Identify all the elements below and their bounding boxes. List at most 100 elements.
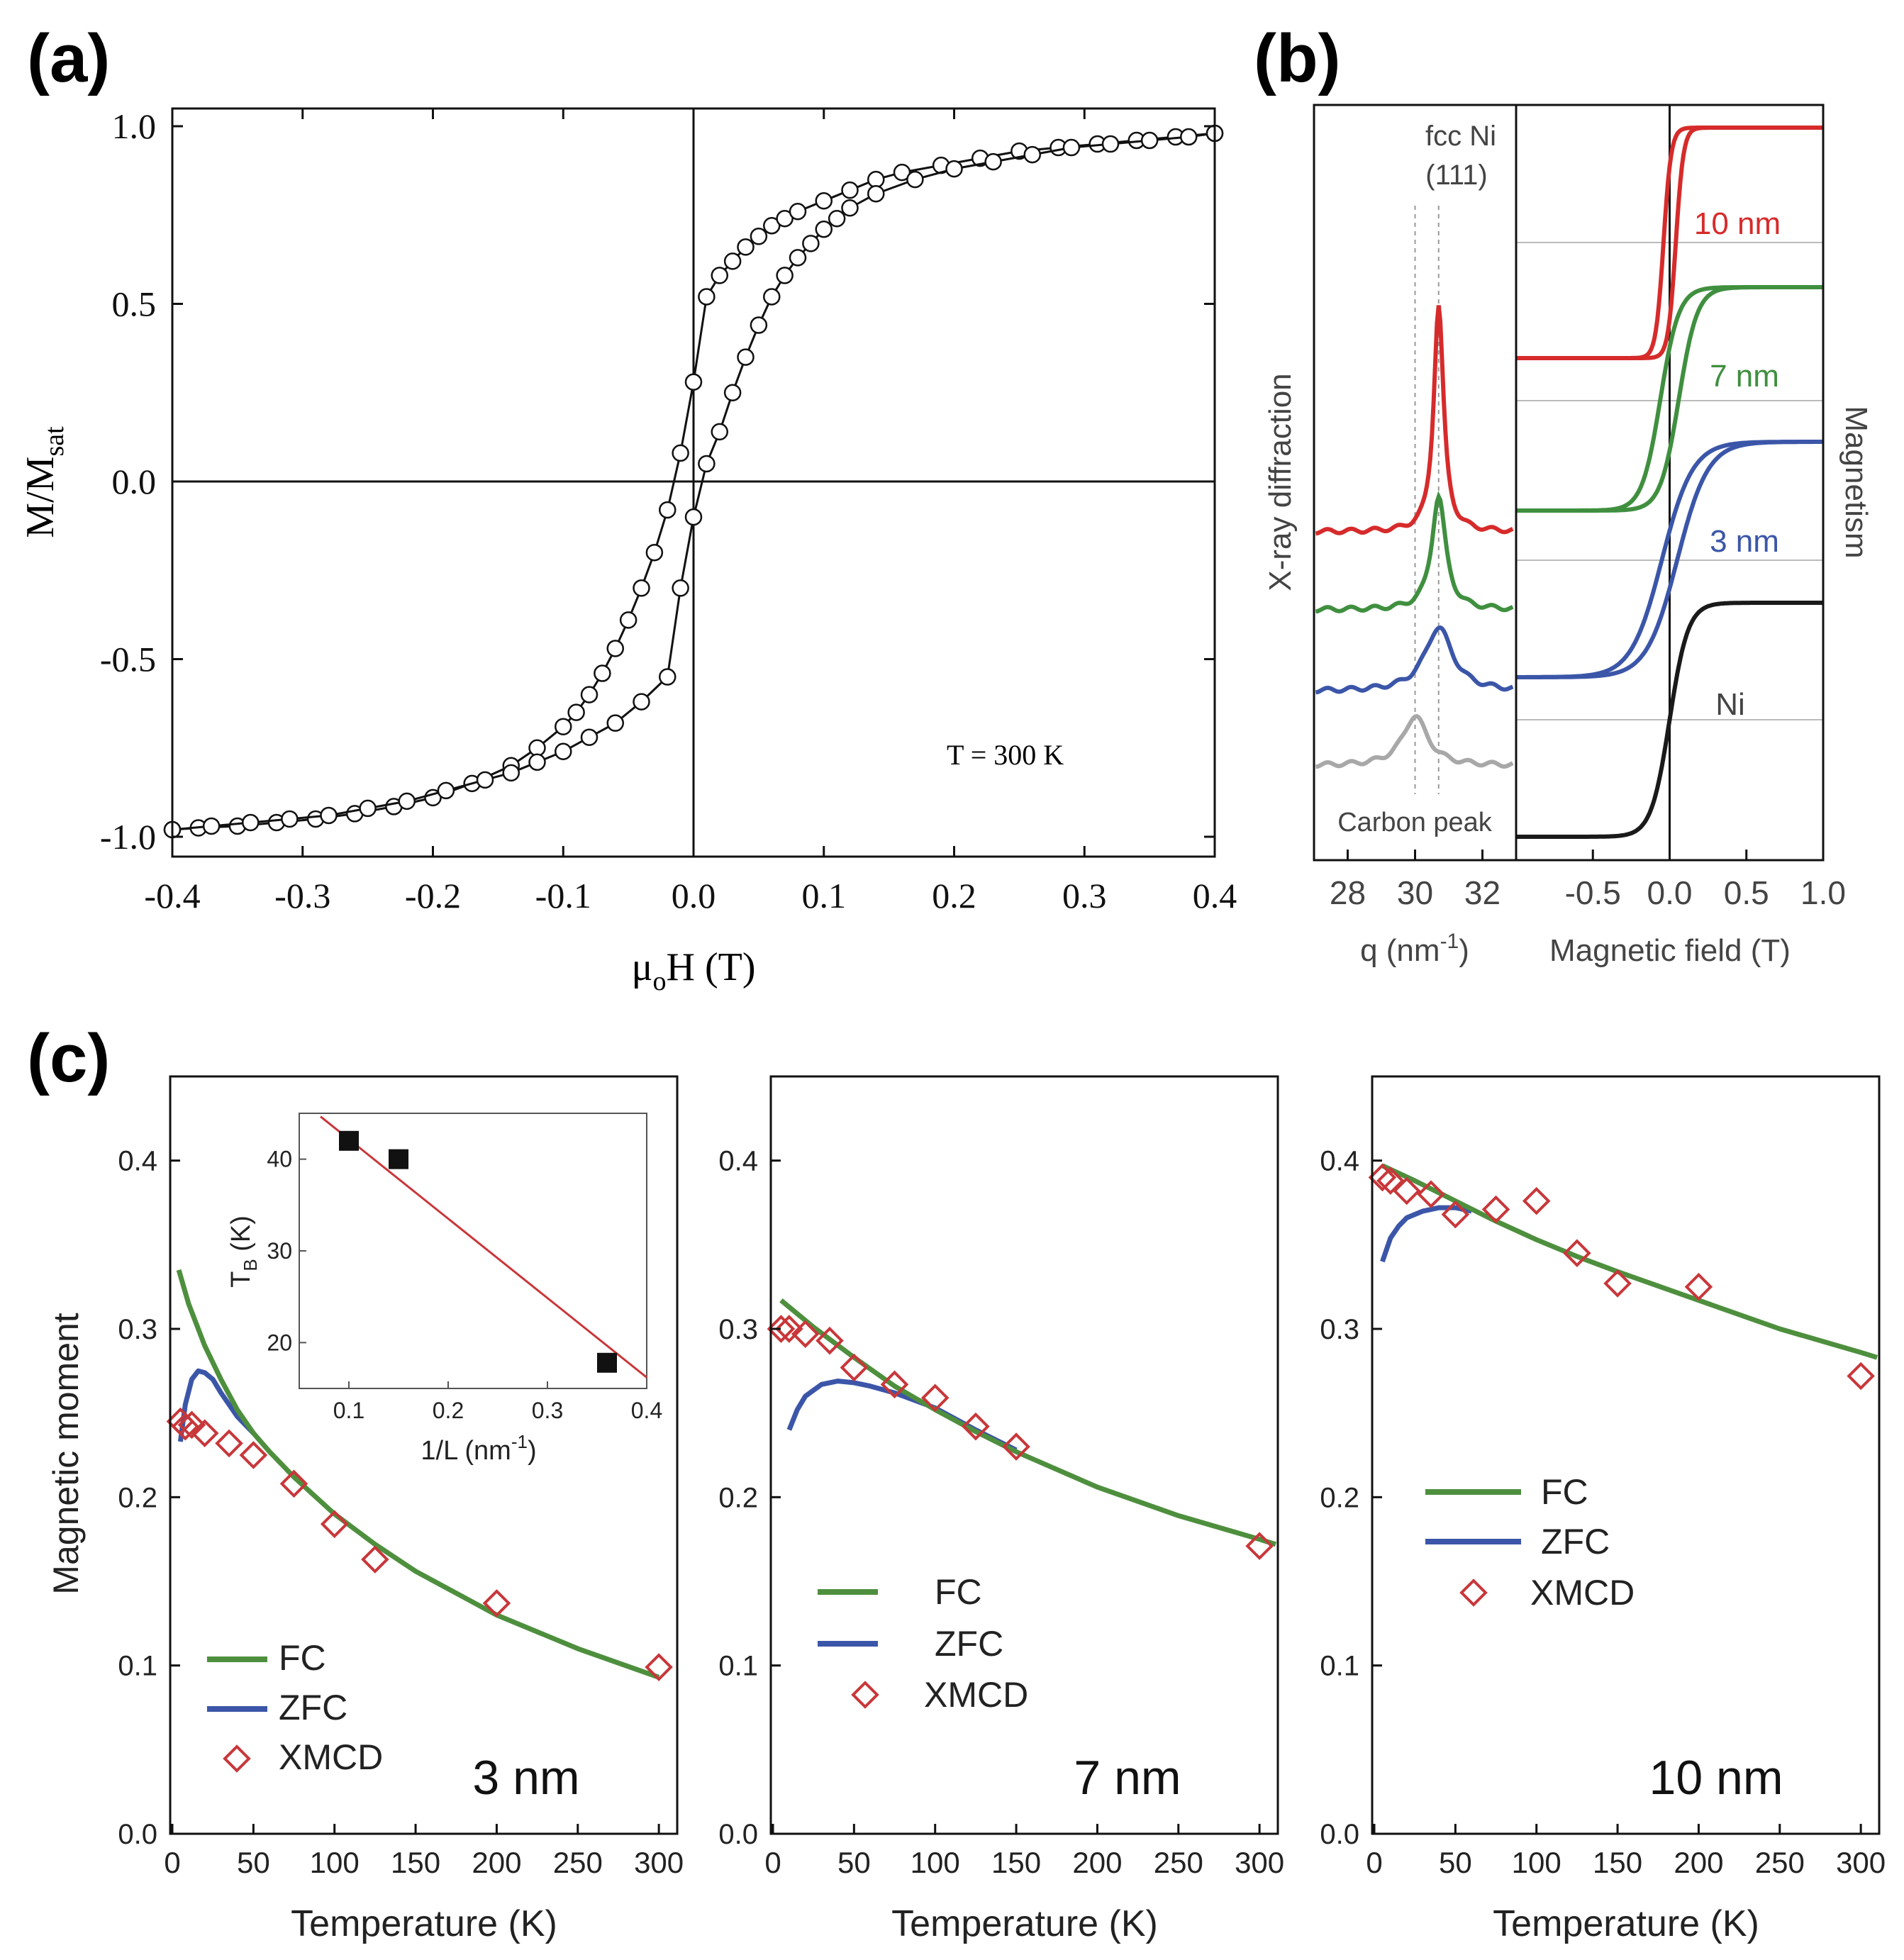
hysteresis-point [619, 611, 638, 629]
hysteresis-point [763, 288, 781, 306]
fc-curve [779, 1298, 1277, 1547]
xmcd-point [1002, 1432, 1030, 1461]
x-tick-label: 0.2 [932, 876, 976, 915]
xmcd-point [1522, 1186, 1551, 1215]
hysteresis-point [659, 501, 677, 519]
inset-point [389, 1149, 408, 1169]
hysteresis-point [1062, 138, 1081, 157]
inset-frame [299, 1113, 647, 1389]
xrd-x-tick-label: 32 [1464, 874, 1501, 911]
panel-a-ticks: -0.4 -0.3 -0.2 -0.1 0.0 0.1 0.2 0.3 0.4 -1.0 -0.5 0… [100, 106, 1237, 915]
x-tick-label: 50 [237, 1846, 270, 1879]
inset-xlabel: 1/L (nm-1) [421, 1431, 536, 1466]
hysteresis-point [398, 792, 416, 811]
legend-zfc-label: ZFC [279, 1688, 347, 1727]
hysteresis-point [320, 806, 338, 825]
hysteresis-point [841, 199, 859, 217]
hysteresis-point [789, 202, 807, 221]
x-tick-label: 100 [1512, 1846, 1561, 1879]
fc-curve [176, 1269, 660, 1680]
mag-label-ni: Ni [1715, 687, 1745, 722]
xrd-ylabel: X-ray diffraction [1263, 373, 1298, 591]
xmcd-point [791, 1320, 820, 1348]
xmcd-point [190, 1419, 219, 1447]
y-tick-label: 0.3 [1320, 1314, 1359, 1345]
hysteresis-point [645, 543, 664, 562]
xmcd-point [880, 1370, 909, 1399]
hysteresis-point [1180, 128, 1198, 146]
hysteresis-point [906, 170, 924, 189]
magnetism-ylabel: Magnetism [1839, 406, 1874, 558]
hysteresis-point [1140, 131, 1159, 150]
hysteresis-point [841, 181, 859, 199]
mag-loop-branch [1516, 601, 1823, 839]
inset-y-tick-label: 20 [267, 1330, 292, 1355]
legend-xmcd-swatch [1459, 1578, 1488, 1607]
xmcd-point [171, 1412, 200, 1441]
hysteresis-point [867, 170, 885, 189]
x-tick-label: 0 [764, 1846, 781, 1879]
hysteresis-point [867, 184, 885, 203]
xmcd-point [320, 1510, 349, 1539]
hysteresis-point [711, 267, 728, 284]
mag-label-7nm: 7 nm [1710, 359, 1779, 394]
y-tick-label: -0.5 [100, 640, 156, 679]
hysteresis-point [945, 160, 963, 178]
xmcd-point [1481, 1195, 1510, 1224]
panel-c-10nm: 0 50 100 150 200 250 300 0.0 0.1 0.2 0.3 0.4 Temper… [1320, 1075, 1886, 1944]
hysteresis-point [723, 252, 742, 270]
hysteresis-point [750, 316, 768, 334]
y-tick-label: 0.4 [1320, 1146, 1359, 1177]
inset-y-tick-label: 40 [267, 1147, 292, 1172]
x-tick-label: 200 [472, 1846, 521, 1879]
panel-c-3nm-sample-label: 3 nm [472, 1751, 579, 1805]
x-tick-label: 150 [391, 1846, 440, 1879]
legend-xmcd-swatch [851, 1681, 879, 1709]
y-tick-label: 0.1 [118, 1651, 157, 1682]
hysteresis-point [684, 508, 703, 526]
panel-c-3nm-xlabel: Temperature (K) [291, 1903, 557, 1944]
xmcd-point [1684, 1272, 1713, 1301]
panel-c-7nm-legend: FC ZFC XMCD [818, 1572, 1028, 1715]
panel-a-xlabel: μoH (T) [632, 945, 756, 996]
hysteresis-point [659, 668, 677, 686]
hysteresis-point [1101, 135, 1120, 153]
hysteresis-point [711, 423, 728, 441]
legend-xmcd-label: XMCD [279, 1737, 383, 1777]
panel-a: -0.4 -0.3 -0.2 -0.1 0.0 0.1 0.2 0.3 0.4 -1.0 -0.5 0… [18, 106, 1237, 996]
x-tick-label: 0 [1366, 1846, 1382, 1879]
xrd-curve [1315, 625, 1514, 695]
panel-c-3nm-ticks: 0 50 100 150 200 250 300 0.0 0.1 0.2 0.3 0.4 [118, 1146, 684, 1879]
hysteresis-point [750, 228, 768, 245]
x-tick-label: 300 [1235, 1846, 1284, 1879]
inset-y-tick-label: 30 [267, 1238, 292, 1264]
hysteresis-point [737, 238, 755, 256]
inset-x-tick-label: 0.3 [532, 1398, 563, 1423]
panel-b: 28 30 32 -0.5 0.0 0.5 1.0 fcc Ni (111) Carbon … [1263, 104, 1874, 968]
fcc-ni-index-label: (111) [1425, 160, 1487, 191]
mag-label-3nm: 3 nm [1710, 524, 1779, 559]
x-tick-label: 300 [634, 1846, 684, 1879]
hysteresis-point [528, 753, 546, 772]
hysteresis-point [828, 210, 846, 228]
mag-loop-branch [1516, 440, 1823, 679]
panel-c-10nm-xlabel: Temperature (K) [1493, 1903, 1759, 1944]
inset-ticks: 0.1 0.2 0.3 0.4 20 30 40 [267, 1147, 662, 1423]
panel-a-marks [163, 108, 1224, 857]
hysteresis-point [202, 817, 221, 835]
xmcd-point [1376, 1166, 1405, 1195]
magnetism-xlabel: Magnetic field (T) [1549, 933, 1791, 968]
x-tick-label: 100 [310, 1846, 360, 1879]
panel-c-3nm-legend: FC ZFC XMCD [207, 1638, 383, 1777]
hysteresis-point [580, 728, 599, 746]
xmcd-point [1417, 1180, 1445, 1208]
xrd-xlabel: q (nm-1) [1360, 930, 1469, 968]
inset-marks [320, 1115, 647, 1379]
mag-label-10nm: 10 nm [1694, 206, 1781, 241]
panel-c-10nm-ticks: 0 50 100 150 200 250 300 0.0 0.1 0.2 0.3 0.4 [1320, 1146, 1886, 1879]
xmcd-point [1563, 1239, 1591, 1267]
xrd-curve [1315, 491, 1514, 614]
inset-ylabel: TB (K) [226, 1215, 261, 1288]
panel-c-7nm-frame [769, 1075, 1279, 1835]
